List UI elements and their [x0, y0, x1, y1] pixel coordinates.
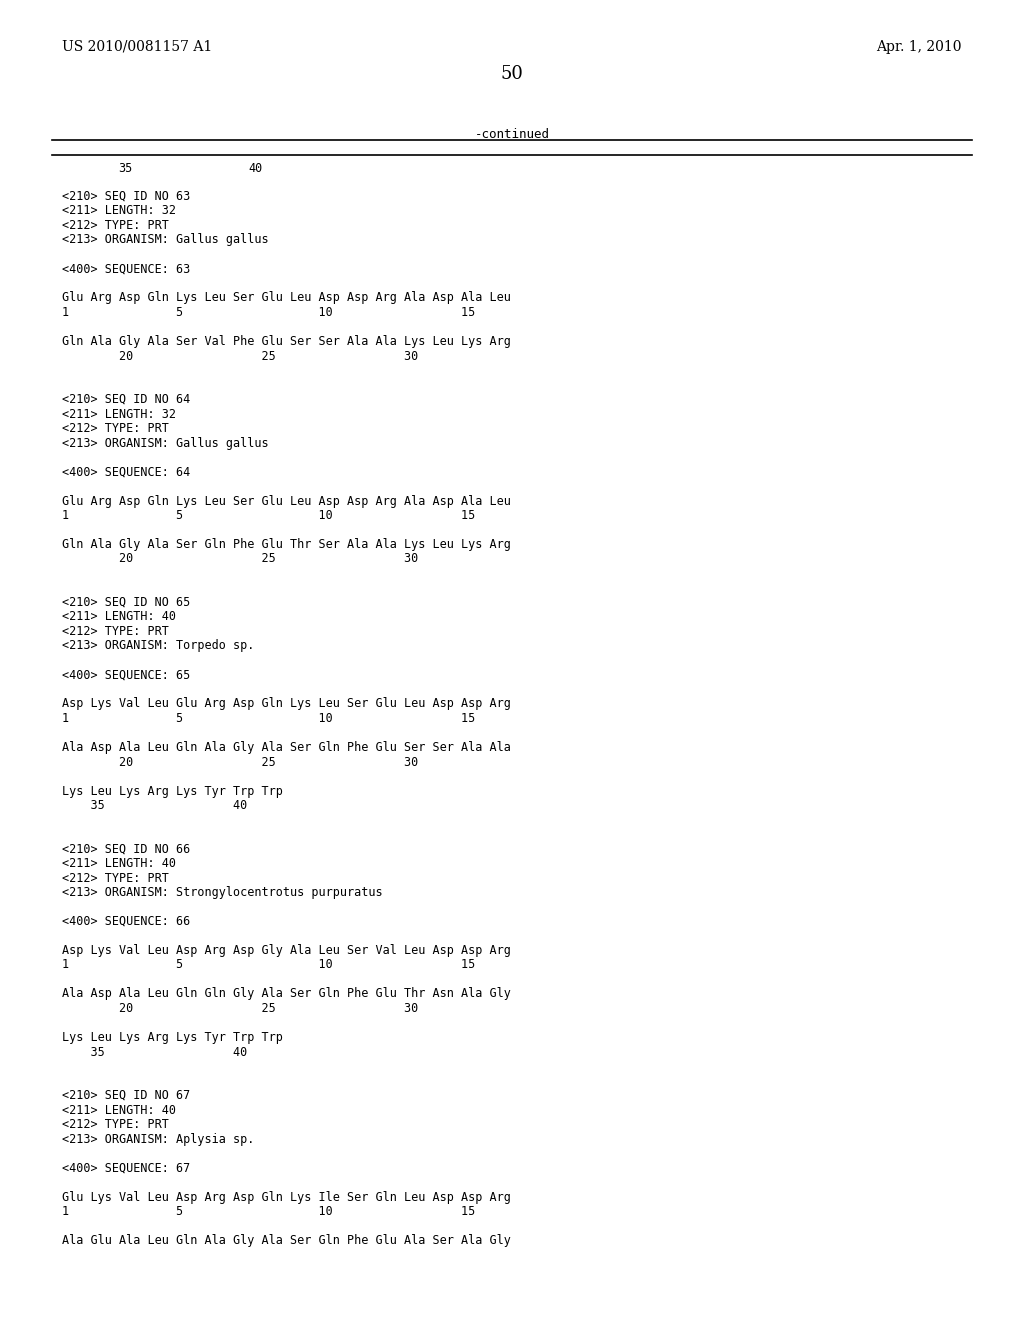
Text: <211> LENGTH: 32: <211> LENGTH: 32: [62, 205, 176, 218]
Text: 1               5                   10                  15: 1 5 10 15: [62, 1205, 475, 1218]
Text: US 2010/0081157 A1: US 2010/0081157 A1: [62, 40, 212, 54]
Text: 1               5                   10                  15: 1 5 10 15: [62, 306, 475, 319]
Text: 20                  25                  30: 20 25 30: [62, 755, 418, 768]
Text: Ala Asp Ala Leu Gln Gln Gly Ala Ser Gln Phe Glu Thr Asn Ala Gly: Ala Asp Ala Leu Gln Gln Gly Ala Ser Gln …: [62, 987, 511, 1001]
Text: <213> ORGANISM: Gallus gallus: <213> ORGANISM: Gallus gallus: [62, 437, 268, 450]
Text: Lys Leu Lys Arg Lys Tyr Trp Trp: Lys Leu Lys Arg Lys Tyr Trp Trp: [62, 1031, 283, 1044]
Text: 20                  25                  30: 20 25 30: [62, 553, 418, 565]
Text: 35                  40: 35 40: [62, 1045, 247, 1059]
Text: 20                  25                  30: 20 25 30: [62, 1002, 418, 1015]
Text: <400> SEQUENCE: 67: <400> SEQUENCE: 67: [62, 1162, 190, 1175]
Text: <212> TYPE: PRT: <212> TYPE: PRT: [62, 1118, 169, 1131]
Text: <213> ORGANISM: Aplysia sp.: <213> ORGANISM: Aplysia sp.: [62, 1133, 254, 1146]
Text: Asp Lys Val Leu Asp Arg Asp Gly Ala Leu Ser Val Leu Asp Asp Arg: Asp Lys Val Leu Asp Arg Asp Gly Ala Leu …: [62, 944, 511, 957]
Text: 1               5                   10                  15: 1 5 10 15: [62, 510, 475, 521]
Text: Gln Ala Gly Ala Ser Gln Phe Glu Thr Ser Ala Ala Lys Leu Lys Arg: Gln Ala Gly Ala Ser Gln Phe Glu Thr Ser …: [62, 539, 511, 550]
Text: <211> LENGTH: 32: <211> LENGTH: 32: [62, 408, 176, 421]
Text: 1               5                   10                  15: 1 5 10 15: [62, 958, 475, 972]
Text: <211> LENGTH: 40: <211> LENGTH: 40: [62, 610, 176, 623]
Text: <400> SEQUENCE: 63: <400> SEQUENCE: 63: [62, 263, 190, 276]
Text: Glu Arg Asp Gln Lys Leu Ser Glu Leu Asp Asp Arg Ala Asp Ala Leu: Glu Arg Asp Gln Lys Leu Ser Glu Leu Asp …: [62, 292, 511, 305]
Text: <212> TYPE: PRT: <212> TYPE: PRT: [62, 422, 169, 436]
Text: Glu Lys Val Leu Asp Arg Asp Gln Lys Ile Ser Gln Leu Asp Asp Arg: Glu Lys Val Leu Asp Arg Asp Gln Lys Ile …: [62, 1191, 511, 1204]
Text: <213> ORGANISM: Gallus gallus: <213> ORGANISM: Gallus gallus: [62, 234, 268, 247]
Text: -continued: -continued: [474, 128, 550, 141]
Text: Ala Glu Ala Leu Gln Ala Gly Ala Ser Gln Phe Glu Ala Ser Ala Gly: Ala Glu Ala Leu Gln Ala Gly Ala Ser Gln …: [62, 1234, 511, 1247]
Text: <212> TYPE: PRT: <212> TYPE: PRT: [62, 871, 169, 884]
Text: <210> SEQ ID NO 66: <210> SEQ ID NO 66: [62, 842, 190, 855]
Text: <400> SEQUENCE: 65: <400> SEQUENCE: 65: [62, 668, 190, 681]
Text: 1               5                   10                  15: 1 5 10 15: [62, 711, 475, 725]
Text: Gln Ala Gly Ala Ser Val Phe Glu Ser Ser Ala Ala Lys Leu Lys Arg: Gln Ala Gly Ala Ser Val Phe Glu Ser Ser …: [62, 335, 511, 348]
Text: <213> ORGANISM: Strongylocentrotus purpuratus: <213> ORGANISM: Strongylocentrotus purpu…: [62, 886, 383, 899]
Text: <400> SEQUENCE: 66: <400> SEQUENCE: 66: [62, 915, 190, 928]
Text: <211> LENGTH: 40: <211> LENGTH: 40: [62, 1104, 176, 1117]
Text: 35                  40: 35 40: [62, 799, 247, 812]
Text: <210> SEQ ID NO 67: <210> SEQ ID NO 67: [62, 1089, 190, 1102]
Text: 50: 50: [501, 65, 523, 83]
Text: <212> TYPE: PRT: <212> TYPE: PRT: [62, 219, 169, 232]
Text: Asp Lys Val Leu Glu Arg Asp Gln Lys Leu Ser Glu Leu Asp Asp Arg: Asp Lys Val Leu Glu Arg Asp Gln Lys Leu …: [62, 697, 511, 710]
Text: <212> TYPE: PRT: <212> TYPE: PRT: [62, 624, 169, 638]
Text: <210> SEQ ID NO 63: <210> SEQ ID NO 63: [62, 190, 190, 203]
Text: Apr. 1, 2010: Apr. 1, 2010: [877, 40, 962, 54]
Text: <210> SEQ ID NO 64: <210> SEQ ID NO 64: [62, 393, 190, 407]
Text: 40: 40: [248, 162, 262, 176]
Text: <400> SEQUENCE: 64: <400> SEQUENCE: 64: [62, 466, 190, 479]
Text: <213> ORGANISM: Torpedo sp.: <213> ORGANISM: Torpedo sp.: [62, 639, 254, 652]
Text: 20                  25                  30: 20 25 30: [62, 350, 418, 363]
Text: Ala Asp Ala Leu Gln Ala Gly Ala Ser Gln Phe Glu Ser Ser Ala Ala: Ala Asp Ala Leu Gln Ala Gly Ala Ser Gln …: [62, 741, 511, 754]
Text: 35: 35: [118, 162, 132, 176]
Text: Lys Leu Lys Arg Lys Tyr Trp Trp: Lys Leu Lys Arg Lys Tyr Trp Trp: [62, 784, 283, 797]
Text: <211> LENGTH: 40: <211> LENGTH: 40: [62, 857, 176, 870]
Text: Glu Arg Asp Gln Lys Leu Ser Glu Leu Asp Asp Arg Ala Asp Ala Leu: Glu Arg Asp Gln Lys Leu Ser Glu Leu Asp …: [62, 495, 511, 507]
Text: <210> SEQ ID NO 65: <210> SEQ ID NO 65: [62, 597, 190, 609]
